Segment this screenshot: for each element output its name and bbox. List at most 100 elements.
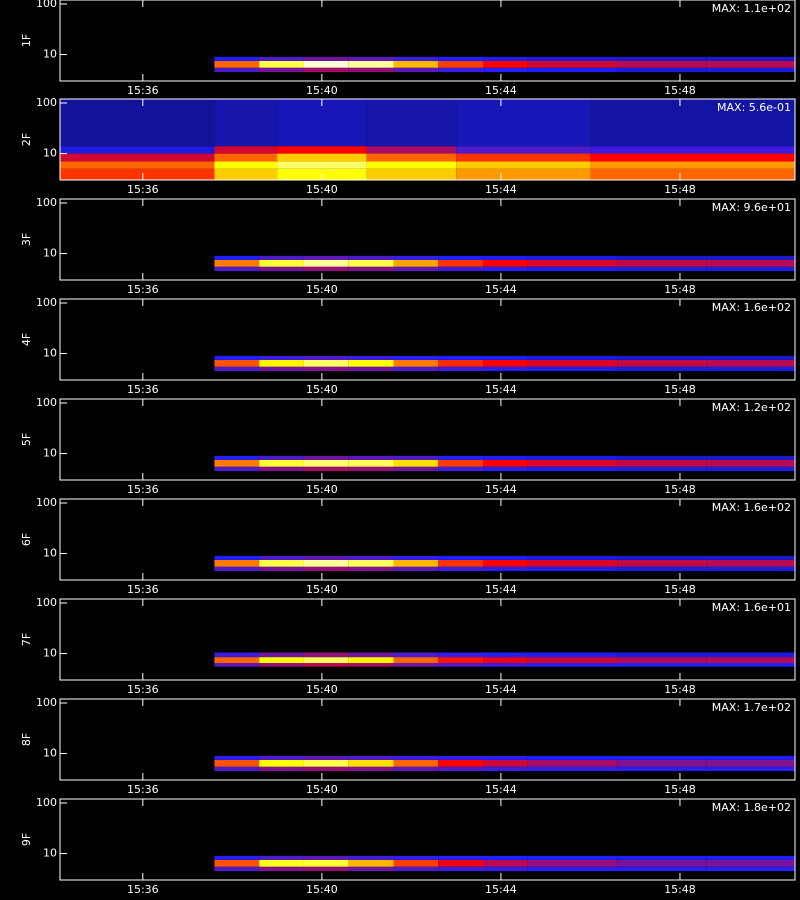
y-axis-label: 1F [20, 34, 33, 47]
heat-cell [259, 67, 304, 73]
heat-cell [303, 555, 349, 560]
heat-cell [438, 366, 484, 372]
heat-cell [259, 359, 304, 367]
heat-cell [483, 663, 528, 667]
heat-cell [259, 455, 304, 460]
heat-cell [527, 766, 618, 772]
heat-cell [438, 657, 484, 664]
heat-cell [348, 259, 394, 267]
heat-cell [303, 652, 349, 658]
heat-cell [438, 255, 484, 260]
heat-cell [483, 355, 528, 360]
x-tick-label: 15:40 [306, 84, 338, 97]
plot-frame [59, 398, 796, 481]
heat-cell [348, 859, 394, 867]
heat-cell [348, 459, 394, 467]
x-tick-label: 15:48 [664, 583, 696, 596]
heat-cell [617, 859, 707, 867]
x-tick-label: 15:36 [127, 383, 159, 396]
heat-cell [527, 759, 618, 767]
heat-cell [60, 99, 215, 147]
x-tick-label: 15:44 [485, 583, 517, 596]
heat-cell [259, 259, 304, 267]
heat-cell [706, 866, 795, 872]
heat-cell [617, 652, 707, 658]
heat-cell [348, 657, 394, 664]
heat-cell [706, 566, 795, 572]
y-tick-label: 10 [43, 247, 57, 260]
x-tick-label: 15:48 [664, 683, 696, 696]
heat-cell [590, 168, 795, 180]
heat-cell [348, 663, 394, 667]
heat-cell [483, 657, 528, 664]
heat-cell [590, 161, 795, 169]
heat-cell [438, 866, 484, 872]
heat-cell [527, 555, 618, 560]
heat-cell [303, 859, 349, 867]
heatmap [60, 0, 795, 81]
max-annotation: MAX: 1.1e+02 [712, 2, 791, 15]
heat-cell [706, 60, 795, 68]
heat-cell [483, 255, 528, 260]
heat-cell [527, 663, 618, 667]
heat-cell [303, 855, 349, 860]
heat-cell [527, 56, 618, 61]
heat-cell [617, 355, 707, 360]
y-tick-label: 100 [36, 0, 57, 10]
heat-cell [438, 766, 484, 772]
heat-cell [393, 266, 439, 272]
heat-cell [706, 366, 795, 372]
heat-cell [303, 866, 349, 872]
y-tick-label: 100 [36, 796, 57, 809]
max-annotation: MAX: 1.2e+02 [712, 401, 791, 414]
heat-cell [303, 559, 349, 567]
heat-cell [259, 255, 304, 260]
heat-cell [438, 67, 484, 73]
plot-background [60, 599, 795, 680]
plot-frame [59, 298, 796, 381]
heat-cell [393, 559, 439, 567]
x-tick-label: 15:48 [664, 84, 696, 97]
heat-cell [214, 161, 278, 169]
y-axis-label: 3F [20, 233, 33, 246]
heat-cell [214, 566, 260, 572]
heat-cell [348, 255, 394, 260]
heat-cell [590, 146, 795, 154]
x-tick-label: 15:40 [306, 783, 338, 796]
heat-cell [393, 259, 439, 267]
heat-cell [483, 766, 528, 772]
heat-cell [438, 455, 484, 460]
heat-cell [483, 459, 528, 467]
y-axis-label: 4F [20, 333, 33, 346]
heat-cell [617, 866, 707, 872]
heat-cell [348, 559, 394, 567]
heat-cell [483, 259, 528, 267]
heat-cell [438, 359, 484, 367]
x-tick-label: 15:36 [127, 783, 159, 796]
heat-cell [706, 459, 795, 467]
heat-cell [214, 168, 278, 180]
x-tick-label: 15:40 [306, 283, 338, 296]
heat-cell [393, 60, 439, 68]
heat-cell [527, 559, 618, 567]
heat-cell [214, 766, 260, 772]
heat-cell [438, 855, 484, 860]
heat-cell [483, 555, 528, 560]
heat-cell [348, 466, 394, 472]
heat-cell [527, 755, 618, 760]
heat-cell [259, 657, 304, 664]
heat-cell [483, 366, 528, 372]
heat-cell [348, 60, 394, 68]
heat-cell [393, 755, 439, 760]
y-tick-label: 10 [43, 48, 57, 61]
heatmap [60, 699, 795, 780]
heat-cell [60, 168, 215, 180]
max-annotation: MAX: 1.6e+02 [712, 301, 791, 314]
heat-cell [617, 559, 707, 567]
heat-cell [438, 559, 484, 567]
heat-cell [60, 153, 215, 162]
heat-cell [214, 355, 260, 360]
heat-cell [393, 859, 439, 867]
heat-cell [706, 755, 795, 760]
max-annotation: MAX: 1.6e+02 [712, 501, 791, 514]
